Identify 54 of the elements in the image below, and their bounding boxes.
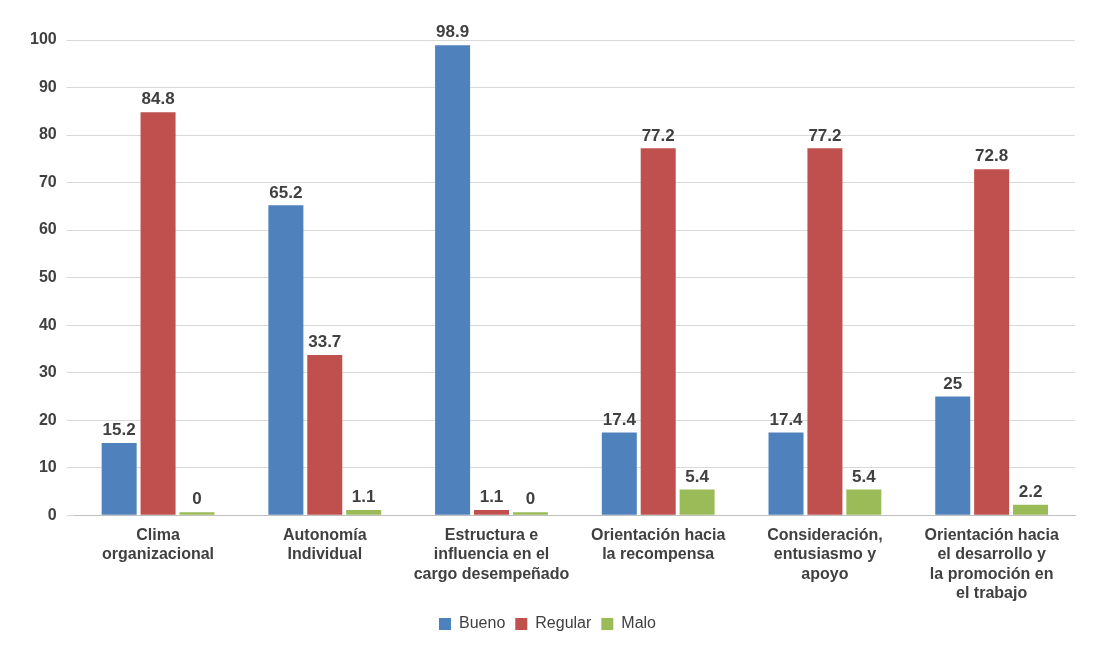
bar — [346, 509, 382, 515]
y-tick-label: 0 — [47, 505, 57, 523]
data-label: 15.2 — [102, 420, 136, 440]
y-tick-label: 80 — [38, 125, 57, 143]
bar — [846, 489, 882, 515]
legend-label: Bueno — [459, 614, 506, 632]
data-label: 17.4 — [769, 409, 804, 429]
bar — [473, 509, 509, 515]
bar — [640, 148, 676, 515]
data-label: 77.2 — [641, 125, 675, 145]
legend-label: Malo — [621, 614, 657, 632]
bar — [101, 442, 137, 515]
y-tick-label: 10 — [38, 458, 57, 476]
bar — [268, 205, 304, 515]
x-tick-label: Consideración, entusiasmo y apoyo — [767, 526, 883, 582]
bar — [601, 432, 637, 515]
y-tick-label: 60 — [38, 220, 57, 238]
data-label: 0 — [192, 489, 202, 509]
data-label: 98.9 — [436, 22, 470, 42]
x-tick-label: Clima organizacional — [102, 526, 215, 563]
legend-label: Regular — [535, 614, 592, 632]
y-tick-label: 40 — [38, 315, 57, 333]
bar — [140, 112, 176, 515]
y-tick-label: 70 — [38, 172, 57, 190]
bar — [974, 169, 1010, 515]
y-tick-label: 90 — [38, 77, 57, 95]
y-tick-label: 100 — [29, 30, 57, 48]
data-label: 5.4 — [685, 466, 710, 486]
bar — [807, 148, 843, 515]
bar — [679, 489, 715, 515]
bar — [435, 45, 471, 515]
data-label: 77.2 — [808, 125, 842, 145]
data-label: 0 — [525, 489, 536, 509]
x-tick-label: Estructura e influencia en el cargo desempeñado — [413, 526, 570, 582]
y-tick-label: 50 — [38, 268, 57, 286]
data-label: 1.1 — [479, 487, 504, 507]
data-label: 5.4 — [852, 466, 877, 486]
data-label: 72.8 — [975, 146, 1009, 166]
data-label: 17.4 — [602, 409, 637, 429]
bar — [307, 355, 343, 515]
data-label: 2.2 — [1018, 481, 1043, 501]
y-tick-label: 30 — [38, 363, 57, 381]
x-tick-label: Autonomía Individual — [283, 526, 367, 563]
bar — [935, 396, 971, 515]
data-label: 25 — [943, 373, 963, 393]
x-tick-label: Orientación hacia el desarrollo y la promoción en el trabajo — [924, 526, 1059, 601]
x-tick-label: Orientación hacia la recompensa — [591, 526, 726, 563]
data-label: 84.8 — [141, 89, 175, 109]
bar — [768, 432, 804, 515]
data-label: 33.7 — [308, 332, 342, 352]
bar — [1013, 504, 1049, 515]
data-label: 65.2 — [269, 182, 303, 202]
data-label: 1.1 — [351, 487, 376, 507]
y-tick-label: 20 — [38, 410, 57, 428]
